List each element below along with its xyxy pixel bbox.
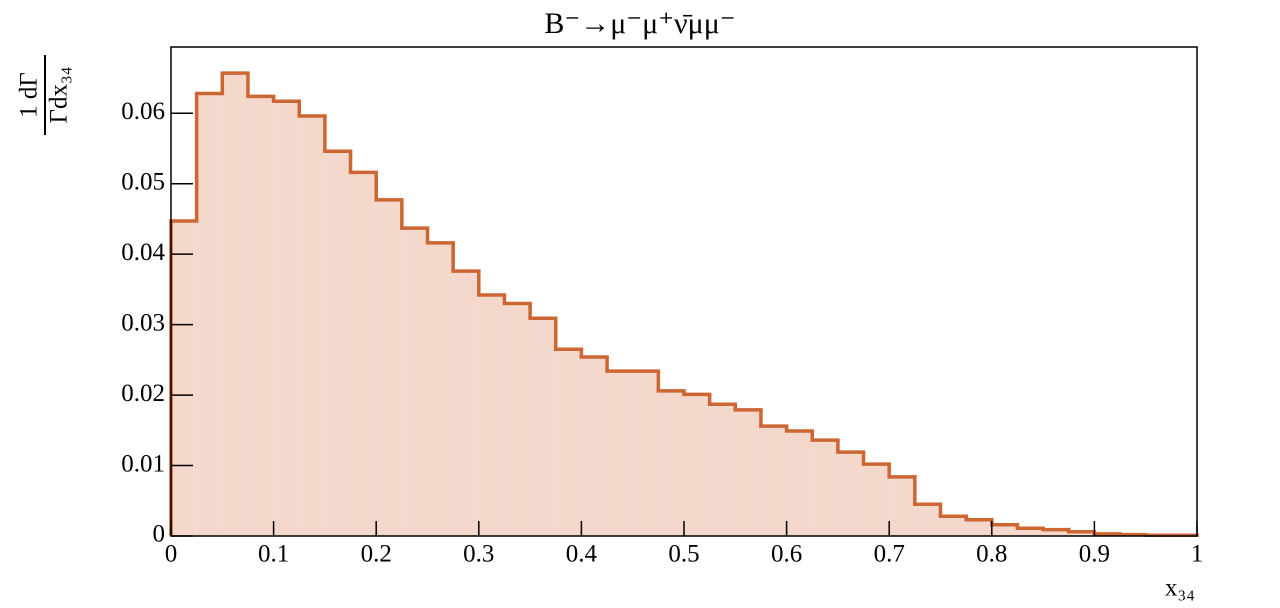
bar — [555, 349, 582, 536]
bar — [966, 519, 992, 536]
chart-title: B⁻→μ⁻μ⁺ν̄μμ⁻ — [544, 7, 735, 40]
bar — [1017, 528, 1044, 536]
x-tick-label: 0.8 — [976, 541, 1007, 568]
bar — [324, 151, 351, 537]
x-tick-label: 0.4 — [566, 541, 598, 568]
bar — [504, 303, 531, 536]
x-axis-label: x₃₄ — [1165, 575, 1195, 602]
bar — [760, 426, 787, 536]
y-tick-label: 0.06 — [121, 98, 165, 125]
y-tick-label: 0.04 — [121, 239, 165, 266]
x-tick-label: 0.7 — [874, 541, 905, 568]
bar — [786, 431, 813, 536]
bar — [530, 318, 556, 536]
bar — [889, 476, 915, 536]
y-tick-label: 0.02 — [121, 380, 165, 407]
x-tick-label: 1 — [1191, 541, 1204, 568]
bar — [401, 228, 428, 536]
x-tick-label: 0.9 — [1079, 541, 1110, 568]
bar — [427, 242, 454, 537]
y-axis-label: 1 dΓ Γdx₃₄ — [16, 55, 73, 135]
y-tick-label: 0.05 — [121, 168, 165, 195]
bar — [658, 390, 684, 536]
bar — [376, 199, 402, 536]
x-tick-label: 0.2 — [361, 541, 392, 568]
x-tick-label: 0.6 — [771, 541, 802, 568]
bar — [940, 516, 967, 536]
bar — [632, 371, 659, 536]
bar — [709, 404, 736, 536]
y-tick-label: 0.01 — [121, 450, 165, 477]
bar — [863, 464, 890, 536]
bar — [914, 504, 941, 536]
bar — [607, 371, 633, 536]
y-label-numerator: 1 dΓ — [16, 72, 43, 118]
y-label-denominator: Γdx₃₄ — [46, 67, 73, 124]
bar — [1068, 531, 1095, 536]
bar — [735, 409, 761, 536]
x-tick-label: 0.5 — [668, 541, 699, 568]
bar — [478, 295, 505, 536]
bar — [837, 452, 864, 536]
bar — [247, 96, 274, 537]
x-tick-label: 0 — [165, 541, 178, 568]
bar — [453, 271, 479, 536]
bar — [812, 440, 838, 536]
x-tick-label: 0.1 — [258, 541, 289, 568]
bar — [222, 73, 248, 536]
bar — [1043, 529, 1069, 536]
bar — [299, 116, 325, 536]
bar — [273, 101, 300, 537]
x-tick-label: 0.3 — [463, 541, 494, 568]
y-tick-label: 0.03 — [121, 309, 165, 336]
bar — [350, 172, 377, 536]
bar — [196, 93, 223, 536]
y-tick-label: 0 — [153, 521, 166, 548]
bar — [171, 221, 197, 536]
bar — [684, 394, 710, 536]
bar — [581, 357, 608, 536]
bar — [991, 524, 1018, 536]
